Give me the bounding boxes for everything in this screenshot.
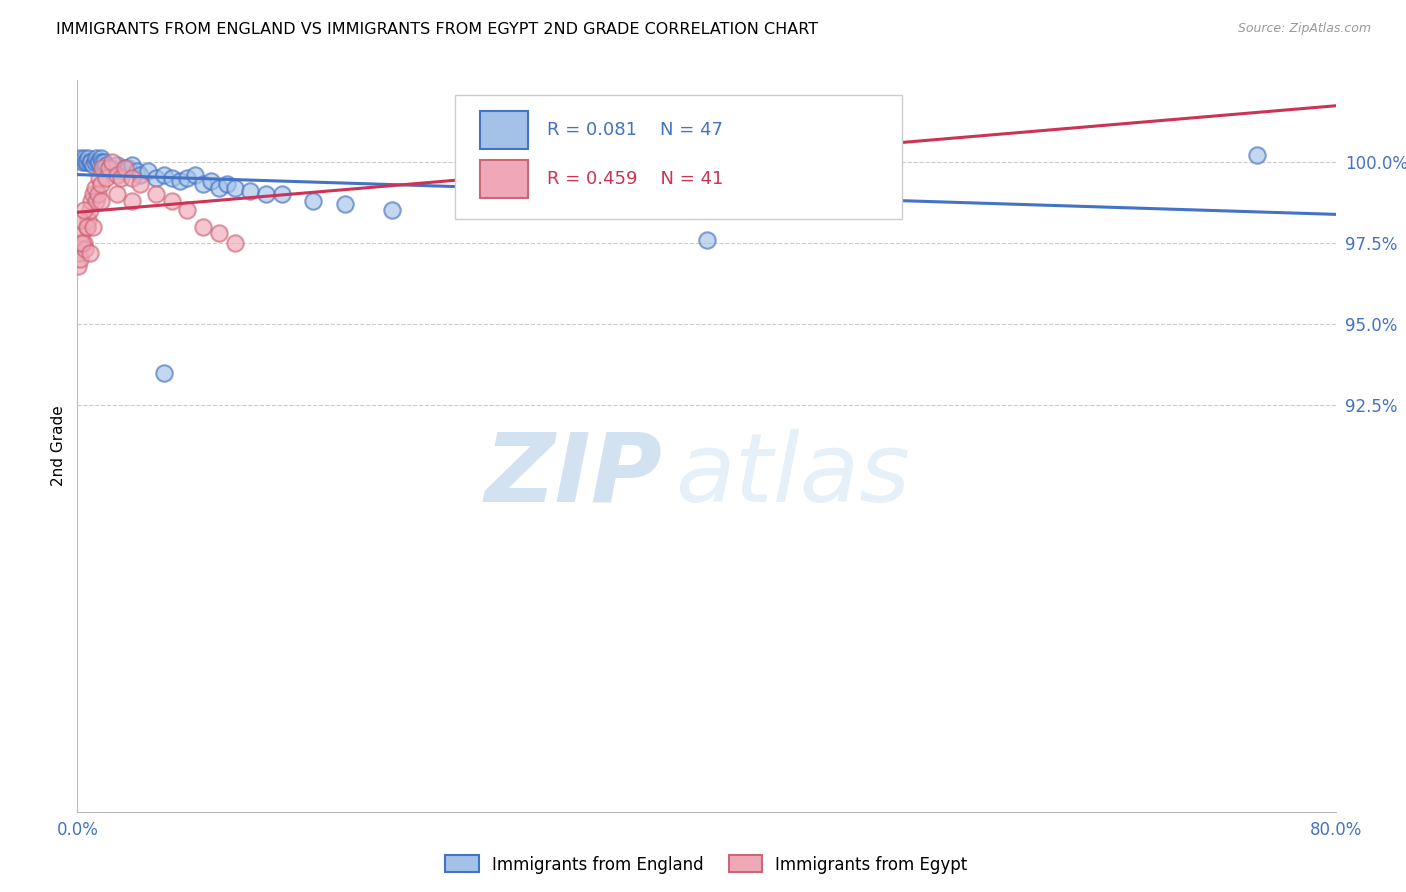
Point	[82, 219, 104, 234]
Point	[121, 194, 143, 208]
Point	[191, 219, 215, 234]
Point	[333, 196, 356, 211]
Point	[239, 184, 262, 198]
Point	[94, 158, 117, 172]
Point	[72, 235, 94, 250]
Point	[67, 259, 90, 273]
Text: Source: ZipAtlas.com: Source: ZipAtlas.com	[1237, 22, 1371, 36]
Point	[83, 154, 105, 169]
FancyBboxPatch shape	[479, 160, 527, 198]
Point	[72, 203, 94, 218]
Point	[72, 151, 94, 165]
Point	[90, 194, 112, 208]
Point	[110, 170, 132, 185]
Point	[76, 219, 98, 234]
Point	[110, 164, 132, 178]
Point	[129, 178, 152, 192]
Point	[136, 164, 159, 178]
Point	[153, 366, 176, 380]
Point	[75, 243, 97, 257]
Point	[176, 203, 198, 218]
Point	[67, 245, 90, 260]
Point	[89, 170, 111, 185]
Point	[76, 154, 98, 169]
Text: IMMIGRANTS FROM ENGLAND VS IMMIGRANTS FROM EGYPT 2ND GRADE CORRELATION CHART: IMMIGRANTS FROM ENGLAND VS IMMIGRANTS FR…	[56, 22, 818, 37]
Point	[77, 151, 100, 165]
Point	[121, 158, 143, 172]
Text: R = 0.081    N = 47: R = 0.081 N = 47	[547, 121, 723, 139]
Point	[129, 168, 152, 182]
Point	[77, 213, 100, 227]
Point	[70, 154, 93, 169]
Point	[153, 168, 176, 182]
Point	[87, 187, 110, 202]
Point	[381, 203, 404, 218]
Point	[94, 170, 117, 185]
Point	[80, 194, 103, 208]
Point	[254, 187, 277, 202]
Point	[90, 178, 112, 192]
Point	[76, 219, 98, 234]
Text: ZIP: ZIP	[485, 429, 662, 522]
Point	[208, 180, 231, 194]
Point	[82, 187, 104, 202]
Point	[79, 203, 101, 218]
Point	[79, 245, 101, 260]
Point	[121, 170, 143, 185]
FancyBboxPatch shape	[456, 95, 901, 219]
Point	[75, 154, 97, 169]
Point	[302, 194, 325, 208]
Point	[224, 235, 246, 250]
Point	[69, 252, 91, 266]
Point	[105, 168, 128, 182]
Point	[191, 178, 215, 192]
Point	[696, 233, 718, 247]
Point	[97, 161, 120, 175]
Point	[1246, 148, 1268, 162]
Point	[84, 194, 107, 208]
Point	[87, 154, 110, 169]
Point	[145, 187, 167, 202]
Point	[208, 226, 231, 240]
Point	[160, 194, 183, 208]
Point	[215, 178, 238, 192]
Legend: Immigrants from England, Immigrants from Egypt: Immigrants from England, Immigrants from…	[439, 848, 974, 880]
Point	[270, 187, 292, 202]
Point	[117, 161, 139, 175]
Point	[224, 180, 246, 194]
Point	[184, 168, 207, 182]
Point	[105, 187, 128, 202]
Point	[69, 151, 91, 165]
Point	[91, 161, 114, 175]
Point	[70, 235, 93, 250]
Point	[114, 161, 136, 175]
Point	[89, 154, 111, 169]
Point	[83, 180, 105, 194]
Point	[93, 154, 115, 169]
Point	[160, 170, 183, 185]
Text: atlas: atlas	[675, 429, 910, 522]
Point	[90, 151, 112, 165]
Point	[84, 151, 107, 165]
Point	[101, 154, 124, 169]
Point	[101, 161, 124, 175]
Point	[79, 154, 101, 169]
Point	[127, 164, 149, 178]
Point	[80, 154, 103, 169]
Point	[176, 170, 198, 185]
Point	[145, 170, 167, 185]
Point	[114, 161, 136, 175]
Point	[70, 226, 93, 240]
Point	[169, 174, 191, 188]
Y-axis label: 2nd Grade: 2nd Grade	[51, 406, 66, 486]
FancyBboxPatch shape	[479, 111, 527, 149]
Point	[69, 235, 91, 250]
Point	[82, 158, 104, 172]
Point	[91, 154, 114, 169]
Point	[69, 213, 91, 227]
Point	[200, 174, 222, 188]
Point	[97, 161, 120, 175]
Point	[105, 158, 128, 172]
Text: R = 0.459    N = 41: R = 0.459 N = 41	[547, 170, 723, 188]
